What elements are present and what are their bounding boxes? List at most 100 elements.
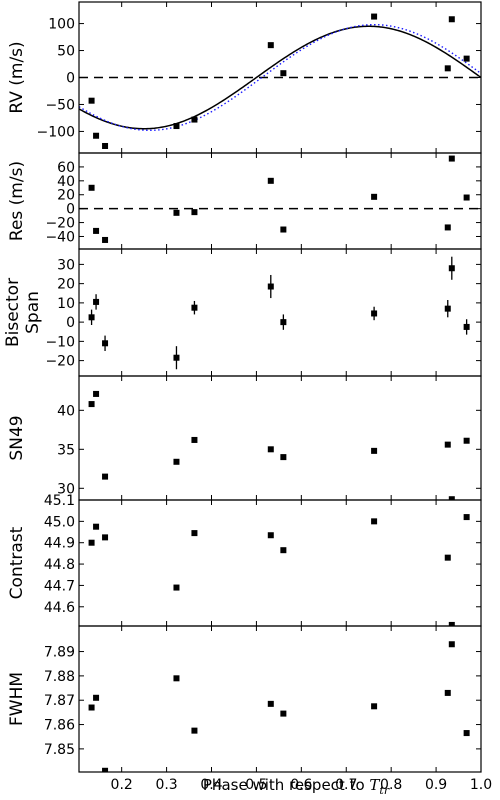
y-tick-label: 0: [66, 71, 75, 87]
x-tick-label: 1.0: [470, 777, 492, 793]
y-tick-label: −20: [45, 216, 75, 232]
panel-data: [79, 13, 481, 149]
panel-frame: [78, 499, 482, 627]
y-tick-label: −50: [45, 97, 75, 113]
data-point: [463, 437, 470, 444]
panel-frame: [78, 375, 482, 501]
y-tick-label: 45.0: [44, 514, 75, 530]
x-tick-label: 0.4: [200, 777, 222, 793]
y-axis-label-line: SN49: [7, 415, 27, 460]
data-point: [371, 310, 378, 317]
model-curve-dotted: [79, 23, 481, 132]
data-point: [280, 547, 287, 554]
data-point: [463, 514, 470, 521]
data-point: [280, 319, 287, 326]
y-tick-label: 44.9: [44, 536, 75, 552]
y-tick-label: 20: [57, 277, 75, 293]
data-point: [444, 305, 451, 312]
y-tick-label: −10: [45, 334, 75, 350]
y-tick-label: 7.88: [44, 669, 75, 685]
y-tick-label: 7.85: [44, 742, 75, 758]
model-curve-solid: [79, 25, 481, 130]
data-point: [267, 446, 274, 453]
panel-frame: [78, 625, 482, 773]
data-point: [267, 283, 274, 290]
panel-5: 44.6 44.7 44.8 44.9 45.0 45.1 Contrast: [7, 493, 482, 627]
shared-x-axis: 0.2 0.3 0.4 0.5 0.6 0.7 0.8 0.9 1.0: [111, 777, 493, 793]
data-point: [191, 116, 198, 123]
data-point: [93, 132, 100, 139]
y-tick-label: 7.89: [44, 645, 75, 661]
y-tick-label: 0: [66, 315, 75, 331]
x-axis-label-subscript: tr: [379, 784, 389, 797]
panel-data: [88, 514, 470, 626]
panel-data: [88, 256, 470, 370]
data-point: [173, 354, 180, 361]
data-point: [371, 518, 378, 525]
y-tick-label: −100: [37, 124, 75, 140]
data-point: [267, 42, 274, 49]
y-tick-label: 100: [48, 17, 75, 33]
x-tick-label: 0.8: [380, 777, 402, 793]
data-point: [267, 532, 274, 539]
data-point: [173, 458, 180, 465]
data-point: [280, 454, 287, 461]
panel-data: [88, 390, 470, 500]
data-point: [448, 496, 455, 500]
data-point: [448, 16, 455, 23]
y-tick-label: 44.6: [44, 600, 75, 616]
panel-frame: [78, 248, 482, 377]
data-point: [444, 224, 451, 231]
data-point: [280, 710, 287, 717]
y-tick-label: −40: [45, 229, 75, 245]
y-axis-label-line: FWHM: [7, 672, 27, 726]
y-axis-label: Res (m/s): [7, 161, 27, 241]
x-tick-label: 0.9: [425, 777, 447, 793]
data-point: [102, 340, 109, 347]
x-tick-label: 0.6: [290, 777, 312, 793]
panel-4: 30 35 40 SN49: [7, 375, 482, 501]
y-axis-label: BisectorSpan: [3, 278, 43, 347]
y-tick-label: 35: [57, 442, 75, 458]
data-point: [88, 401, 95, 408]
y-tick-label: −20: [45, 354, 75, 370]
data-point: [173, 209, 180, 216]
data-point: [88, 184, 95, 191]
data-point: [448, 155, 455, 162]
y-tick-label: 7.87: [44, 693, 75, 709]
data-point: [371, 193, 378, 200]
data-point: [371, 447, 378, 454]
panel-3: −20 −10 0 10 20 30 BisectorSpan: [3, 248, 482, 377]
data-point: [444, 441, 451, 448]
y-tick-label: 20: [57, 188, 75, 204]
data-point: [93, 298, 100, 305]
y-tick-label: 40: [57, 403, 75, 419]
y-axis-label: SN49: [7, 415, 27, 460]
x-axis-label-text: Phase with respect to: [203, 776, 370, 794]
y-tick-label: 10: [57, 296, 75, 312]
data-point: [173, 123, 180, 130]
y-axis-label: RV (m/s): [7, 41, 27, 113]
y-axis-label-line: Contrast: [7, 526, 27, 599]
data-point: [267, 700, 274, 707]
y-tick-label: 30: [57, 481, 75, 497]
panel-data: [88, 641, 470, 772]
data-point: [93, 694, 100, 701]
data-point: [102, 236, 109, 243]
data-point: [88, 97, 95, 104]
data-point: [173, 584, 180, 591]
y-tick-label: 30: [57, 257, 75, 273]
data-point: [102, 767, 109, 772]
data-point: [191, 530, 198, 537]
y-tick-label: 50: [57, 44, 75, 60]
y-axis-label-line: Bisector: [3, 278, 23, 347]
data-point: [88, 704, 95, 711]
data-point: [448, 621, 455, 626]
data-point: [93, 523, 100, 530]
data-point: [448, 641, 455, 648]
data-point: [191, 209, 198, 216]
data-point: [444, 554, 451, 561]
